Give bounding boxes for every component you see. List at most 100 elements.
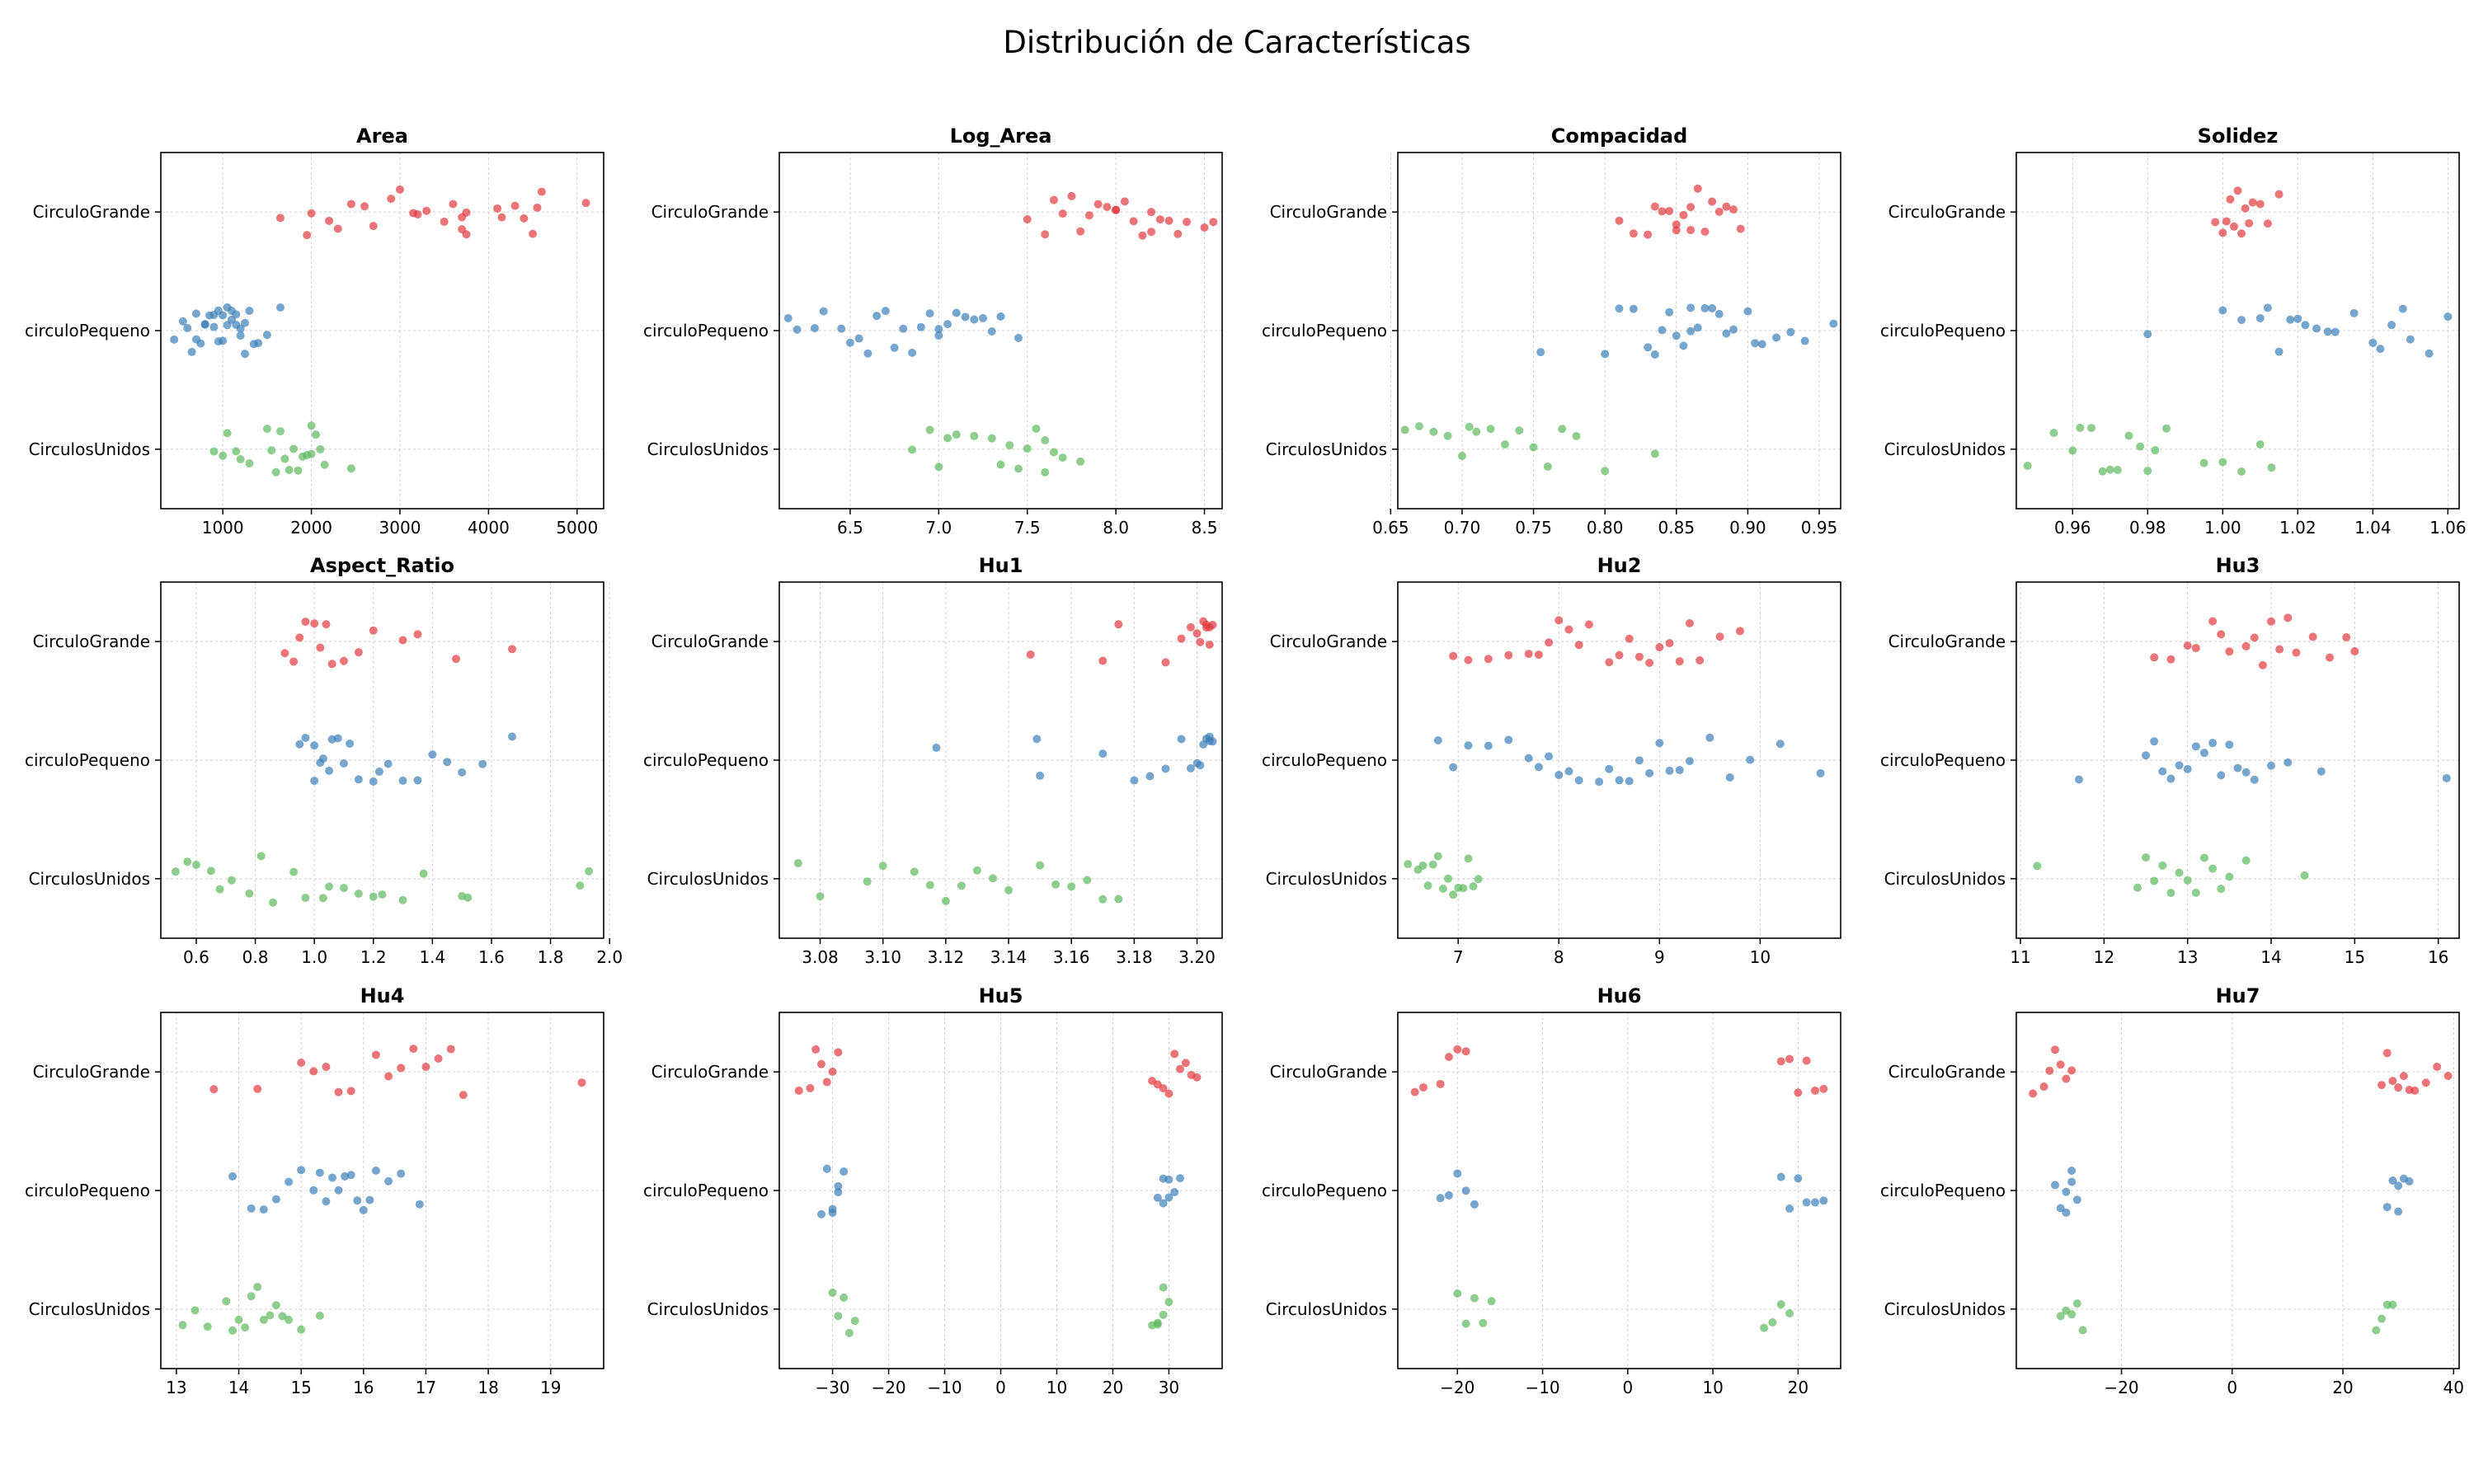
data-point-circulosunidos [1114, 895, 1123, 904]
data-point-circulosunidos [2166, 889, 2175, 898]
data-point-circulosunidos [222, 1297, 231, 1306]
data-point-circulopequeno [2323, 327, 2332, 336]
data-point-circulopequeno [2062, 1187, 2071, 1196]
data-point-circulogrande [2350, 647, 2359, 656]
data-point-circulogrande [1685, 618, 1694, 627]
data-point-circulopequeno [1725, 773, 1734, 782]
data-point-circulopequeno [2267, 761, 2276, 770]
data-point-circulopequeno [1650, 350, 1659, 359]
data-point-circulosunidos [1076, 457, 1085, 466]
data-point-circulopequeno [952, 308, 961, 317]
data-point-circulopequeno [383, 759, 393, 768]
data-point-circulosunidos [2225, 872, 2234, 881]
data-point-circulosunidos [1768, 1317, 1777, 1327]
data-point-circulosunidos [957, 881, 966, 890]
data-point-circulogrande [434, 1054, 443, 1063]
data-point-circulosunidos [850, 1317, 859, 1326]
y-tick-label: circuloPequeno [1262, 1181, 1387, 1200]
data-point-circulopequeno [2062, 1208, 2071, 1217]
data-point-circulopequeno [816, 1209, 825, 1219]
data-point-circulogrande [413, 210, 422, 219]
data-point-circulosunidos [585, 866, 594, 876]
data-point-circulopequeno [996, 312, 1005, 321]
data-point-circulosunidos [1429, 427, 1438, 436]
data-point-circulogrande [1679, 210, 1688, 219]
data-point-circulosunidos [1457, 451, 1466, 460]
data-point-circulopequeno [987, 326, 996, 336]
data-point-circulopequeno [2387, 321, 2396, 330]
data-point-circulopequeno [1461, 1186, 1470, 1195]
data-point-circulopequeno [428, 750, 437, 759]
data-point-circulopequeno [1629, 304, 1638, 313]
data-point-circulogrande [1026, 650, 1035, 659]
data-point-circulosunidos [1469, 882, 1478, 891]
data-point-circulosunidos [1004, 885, 1014, 895]
data-point-circulopequeno [1554, 771, 1564, 780]
x-tick-label: 1.4 [419, 947, 445, 967]
data-point-circulopequeno [961, 312, 970, 322]
data-point-circulopequeno [1145, 772, 1155, 781]
x-tick-label: 0.75 [1515, 518, 1552, 538]
data-point-circulopequeno [2263, 303, 2272, 312]
data-point-circulopequeno [2233, 763, 2242, 773]
x-tick-label: 3.16 [1053, 947, 1090, 967]
data-point-circulosunidos [2218, 458, 2227, 467]
x-tick-label: 3.14 [990, 947, 1028, 967]
data-point-circulosunidos [419, 869, 428, 878]
data-point-circulogrande [1672, 226, 1681, 235]
data-point-circulosunidos [289, 444, 299, 453]
data-point-circulogrande [1625, 634, 1634, 643]
data-point-circulosunidos [2105, 465, 2114, 474]
data-point-circulogrande [1103, 202, 1112, 211]
plot-frame [160, 581, 604, 939]
data-point-circulopequeno [1164, 1193, 1174, 1202]
data-point-circulogrande [325, 216, 334, 225]
data-point-circulopequeno [828, 1208, 837, 1217]
data-point-circulopequeno [899, 324, 908, 333]
data-point-circulogrande [2150, 653, 2159, 662]
data-point-circulogrande [1655, 643, 1664, 652]
data-point-circulogrande [1714, 207, 1724, 216]
data-point-circulopequeno [2217, 771, 2226, 780]
plot-frame [778, 581, 1223, 939]
x-tick-label: 16 [2428, 947, 2448, 967]
data-point-circulosunidos [2267, 463, 2276, 472]
data-point-circulosunidos [203, 1322, 212, 1331]
y-tick-label: circuloPequeno [1262, 750, 1387, 770]
data-point-circulopequeno [2183, 764, 2192, 773]
y-tick-label: circuloPequeno [643, 321, 769, 340]
data-point-circulopequeno [178, 317, 187, 326]
data-point-circulopequeno [2158, 767, 2167, 776]
data-point-circulogrande [1644, 230, 1653, 239]
x-tick-label: 1.02 [2279, 518, 2316, 538]
data-point-circulosunidos [278, 1312, 287, 1321]
x-tick-label: 0.98 [2129, 518, 2166, 538]
x-tick-label: −10 [1525, 1378, 1559, 1397]
data-point-circulopequeno [2286, 315, 2295, 324]
data-point-circulopequeno [1170, 1187, 1179, 1196]
data-point-circulopequeno [346, 739, 355, 748]
data-point-circulogrande [537, 187, 546, 196]
y-tick-label: CirculoGrande [1888, 632, 2006, 651]
data-point-circulogrande [1112, 205, 1121, 214]
data-point-circulopequeno [1816, 768, 1825, 777]
data-point-circulopequeno [2274, 347, 2284, 356]
data-point-circulogrande [1444, 1052, 1453, 1061]
data-point-circulosunidos [1153, 1320, 1162, 1329]
data-point-circulogrande [1584, 620, 1593, 629]
x-tick-label: 1.04 [2354, 518, 2392, 538]
data-point-circulosunidos [378, 890, 387, 899]
data-point-circulosunidos [988, 874, 997, 883]
data-point-circulosunidos [1543, 462, 1552, 471]
data-point-circulogrande [2248, 198, 2257, 207]
data-point-circulopequeno [2255, 313, 2265, 322]
data-point-circulopequeno [228, 1172, 237, 1181]
data-point-circulosunidos [206, 866, 215, 876]
data-point-circulogrande [581, 199, 590, 208]
data-point-circulogrande [834, 1048, 843, 1057]
data-point-circulosunidos [2136, 442, 2145, 451]
data-point-circulopequeno [2368, 338, 2378, 347]
data-point-circulosunidos [325, 882, 334, 891]
